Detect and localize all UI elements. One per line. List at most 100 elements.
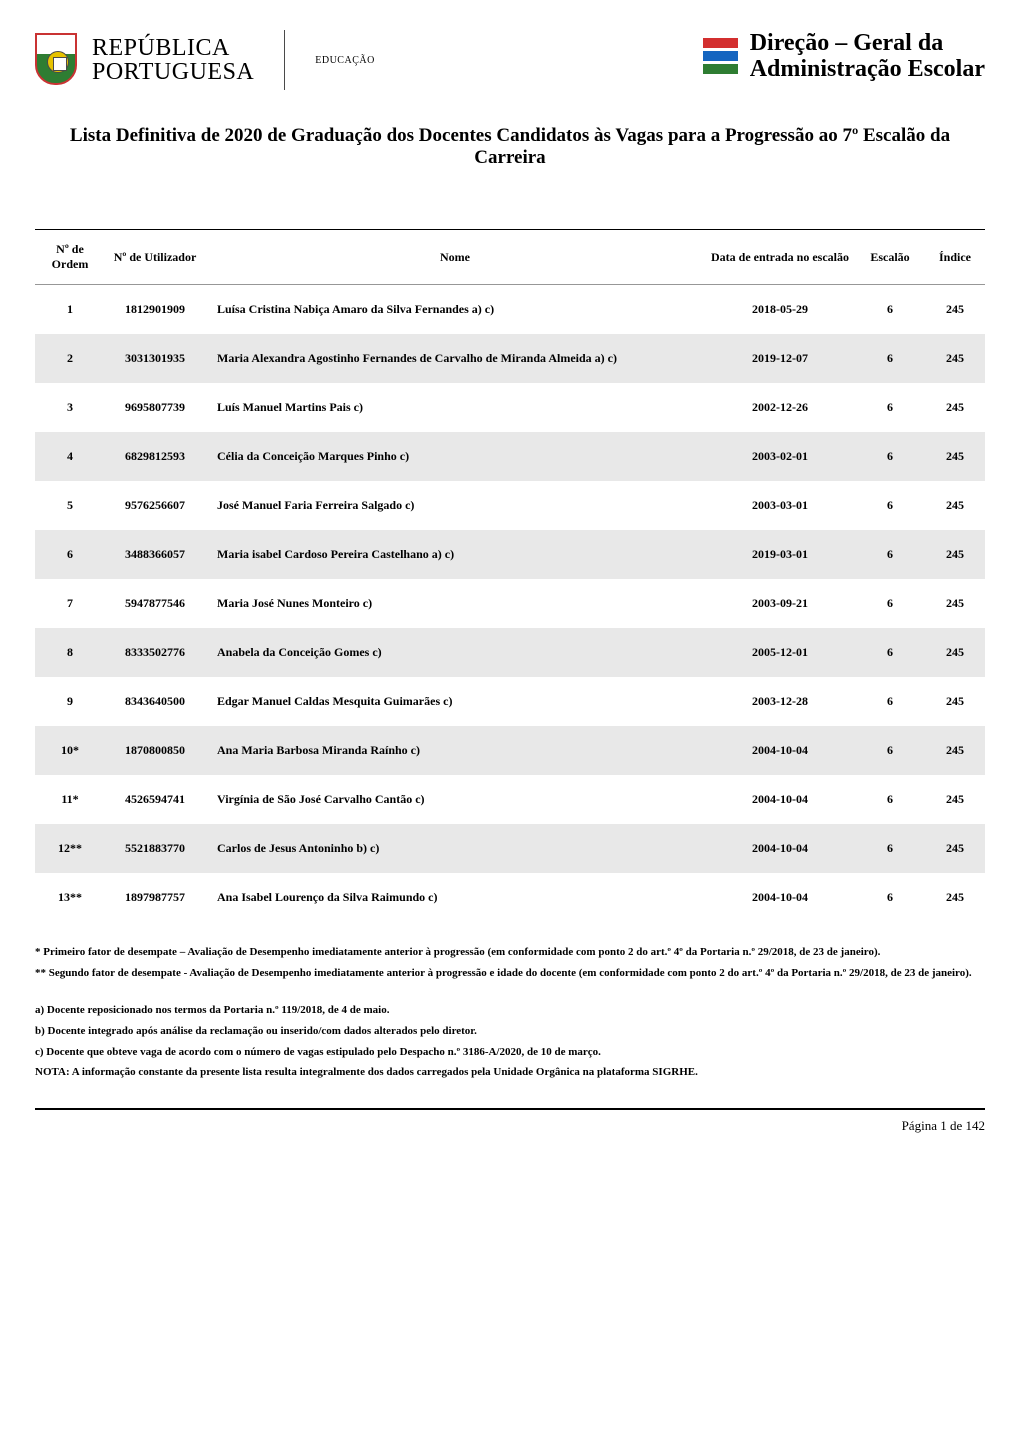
cell-escalao: 6 bbox=[855, 285, 925, 335]
cell-escalao: 6 bbox=[855, 726, 925, 775]
header-right-block: Direção – Geral da Administração Escolar bbox=[703, 30, 985, 83]
cell-escalao: 6 bbox=[855, 383, 925, 432]
col-header-ordem: Nº de Ordem bbox=[35, 230, 105, 285]
cell-data: 2019-03-01 bbox=[705, 530, 855, 579]
table-row: 63488366057Maria isabel Cardoso Pereira … bbox=[35, 530, 985, 579]
note-nota: NOTA: A informação constante da presente… bbox=[35, 1062, 985, 1083]
cell-data: 2004-10-04 bbox=[705, 824, 855, 873]
portuguesa-word: PORTUGUESA bbox=[92, 60, 254, 84]
cell-ordem: 3 bbox=[35, 383, 105, 432]
col-header-indice: Índice bbox=[925, 230, 985, 285]
header-left-block: REPÚBLICA PORTUGUESA EDUCAÇÃO bbox=[35, 30, 375, 90]
footnote-1: * Primeiro fator de desempate – Avaliaçã… bbox=[35, 942, 985, 963]
flag-stripes-icon bbox=[703, 38, 738, 74]
table-row: 46829812593Célia da Conceição Marques Pi… bbox=[35, 432, 985, 481]
note-c: c) Docente que obteve vaga de acordo com… bbox=[35, 1042, 985, 1063]
cell-escalao: 6 bbox=[855, 677, 925, 726]
cell-data: 2004-10-04 bbox=[705, 726, 855, 775]
cell-utilizador: 9695807739 bbox=[105, 383, 205, 432]
cell-escalao: 6 bbox=[855, 628, 925, 677]
cell-indice: 245 bbox=[925, 334, 985, 383]
cell-indice: 245 bbox=[925, 432, 985, 481]
cell-utilizador: 9576256607 bbox=[105, 481, 205, 530]
cell-nome: Maria Alexandra Agostinho Fernandes de C… bbox=[205, 334, 705, 383]
cell-ordem: 11* bbox=[35, 775, 105, 824]
cell-utilizador: 4526594741 bbox=[105, 775, 205, 824]
cell-data: 2003-12-28 bbox=[705, 677, 855, 726]
cell-data: 2003-09-21 bbox=[705, 579, 855, 628]
cell-ordem: 4 bbox=[35, 432, 105, 481]
notes-block: a) Docente reposicionado nos termos da P… bbox=[35, 1000, 985, 1084]
col-header-escalao: Escalão bbox=[855, 230, 925, 285]
educacao-label: EDUCAÇÃO bbox=[315, 55, 375, 66]
table-row: 12**5521883770Carlos de Jesus Antoninho … bbox=[35, 824, 985, 873]
direcao-label-block: Direção – Geral da Administração Escolar bbox=[750, 30, 985, 83]
table-row: 75947877546Maria José Nunes Monteiro c)2… bbox=[35, 579, 985, 628]
cell-indice: 245 bbox=[925, 530, 985, 579]
cell-nome: Maria isabel Cardoso Pereira Castelhano … bbox=[205, 530, 705, 579]
cell-escalao: 6 bbox=[855, 530, 925, 579]
col-header-nome: Nome bbox=[205, 230, 705, 285]
col-header-utilizador: Nº de Utilizador bbox=[105, 230, 205, 285]
cell-data: 2003-02-01 bbox=[705, 432, 855, 481]
cell-escalao: 6 bbox=[855, 775, 925, 824]
cell-indice: 245 bbox=[925, 481, 985, 530]
table-row: 13**1897987757Ana Isabel Lourenço da Sil… bbox=[35, 873, 985, 922]
direcao-line1: Direção – Geral da bbox=[750, 30, 985, 56]
cell-nome: Luísa Cristina Nabiça Amaro da Silva Fer… bbox=[205, 285, 705, 335]
direcao-line2: Administração Escolar bbox=[750, 56, 985, 82]
cell-indice: 245 bbox=[925, 579, 985, 628]
cell-escalao: 6 bbox=[855, 579, 925, 628]
cell-nome: Maria José Nunes Monteiro c) bbox=[205, 579, 705, 628]
cell-indice: 245 bbox=[925, 726, 985, 775]
footer-de-label: de bbox=[950, 1118, 962, 1133]
cell-indice: 245 bbox=[925, 628, 985, 677]
cell-utilizador: 3488366057 bbox=[105, 530, 205, 579]
docentes-table: Nº de Ordem Nº de Utilizador Nome Data d… bbox=[35, 229, 985, 922]
page-title: Lista Definitiva de 2020 de Graduação do… bbox=[35, 125, 985, 169]
cell-utilizador: 3031301935 bbox=[105, 334, 205, 383]
cell-indice: 245 bbox=[925, 824, 985, 873]
cell-indice: 245 bbox=[925, 873, 985, 922]
republica-word: REPÚBLICA bbox=[92, 36, 254, 60]
footnotes-block: * Primeiro fator de desempate – Avaliaçã… bbox=[35, 942, 985, 984]
cell-ordem: 5 bbox=[35, 481, 105, 530]
cell-data: 2002-12-26 bbox=[705, 383, 855, 432]
cell-escalao: 6 bbox=[855, 481, 925, 530]
cell-escalao: 6 bbox=[855, 873, 925, 922]
republica-label-block: REPÚBLICA PORTUGUESA bbox=[92, 36, 254, 84]
table-header-row: Nº de Ordem Nº de Utilizador Nome Data d… bbox=[35, 230, 985, 285]
cell-indice: 245 bbox=[925, 285, 985, 335]
cell-nome: Virgínia de São José Carvalho Cantão c) bbox=[205, 775, 705, 824]
cell-ordem: 13** bbox=[35, 873, 105, 922]
footer-pagina-label: Página bbox=[902, 1118, 937, 1133]
table-row: 10*1870800850Ana Maria Barbosa Miranda R… bbox=[35, 726, 985, 775]
cell-escalao: 6 bbox=[855, 824, 925, 873]
cell-ordem: 2 bbox=[35, 334, 105, 383]
cell-indice: 245 bbox=[925, 677, 985, 726]
cell-utilizador: 1897987757 bbox=[105, 873, 205, 922]
table-row: 88333502776Anabela da Conceição Gomes c)… bbox=[35, 628, 985, 677]
note-a: a) Docente reposicionado nos termos da P… bbox=[35, 1000, 985, 1021]
cell-data: 2004-10-04 bbox=[705, 873, 855, 922]
footnote-2: ** Segundo fator de desempate - Avaliaçã… bbox=[35, 963, 985, 984]
cell-ordem: 7 bbox=[35, 579, 105, 628]
cell-data: 2018-05-29 bbox=[705, 285, 855, 335]
cell-indice: 245 bbox=[925, 383, 985, 432]
cell-ordem: 9 bbox=[35, 677, 105, 726]
table-row: 11812901909Luísa Cristina Nabiça Amaro d… bbox=[35, 285, 985, 335]
cell-nome: Luís Manuel Martins Pais c) bbox=[205, 383, 705, 432]
cell-utilizador: 8333502776 bbox=[105, 628, 205, 677]
cell-nome: Carlos de Jesus Antoninho b) c) bbox=[205, 824, 705, 873]
cell-data: 2019-12-07 bbox=[705, 334, 855, 383]
cell-ordem: 10* bbox=[35, 726, 105, 775]
page-header: REPÚBLICA PORTUGUESA EDUCAÇÃO Direção – … bbox=[35, 30, 985, 90]
col-header-data: Data de entrada no escalão bbox=[705, 230, 855, 285]
note-b: b) Docente integrado após análise da rec… bbox=[35, 1021, 985, 1042]
table-row: 59576256607José Manuel Faria Ferreira Sa… bbox=[35, 481, 985, 530]
cell-utilizador: 1812901909 bbox=[105, 285, 205, 335]
cell-data: 2003-03-01 bbox=[705, 481, 855, 530]
cell-ordem: 1 bbox=[35, 285, 105, 335]
header-divider bbox=[284, 30, 285, 90]
cell-ordem: 6 bbox=[35, 530, 105, 579]
